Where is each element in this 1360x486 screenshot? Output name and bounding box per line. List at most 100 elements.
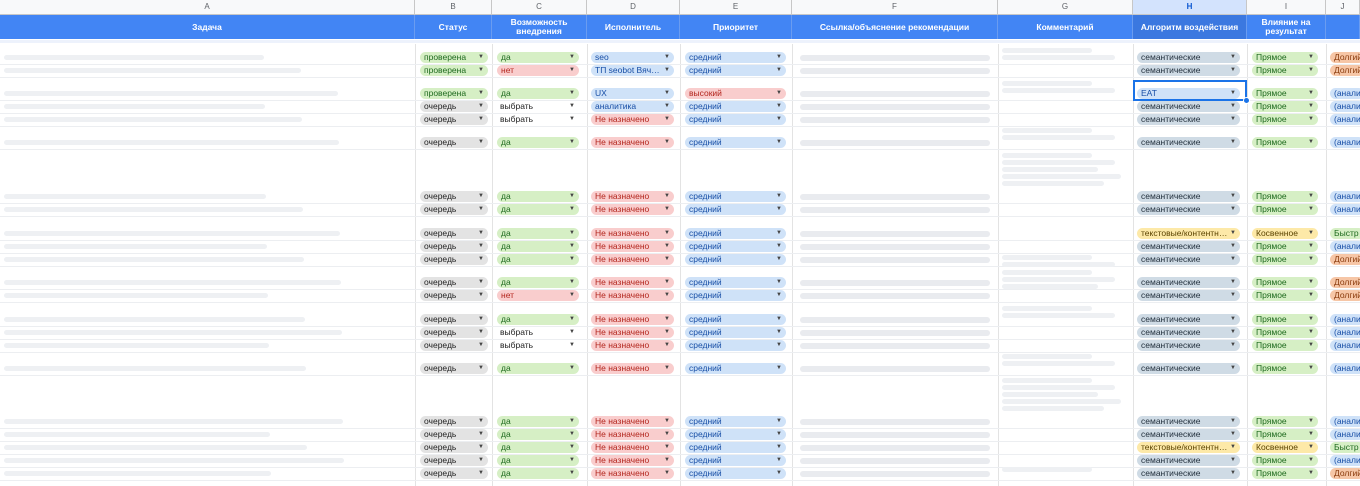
dropdown-chip-h[interactable]: семантические ▼ (1137, 416, 1240, 427)
fill-handle[interactable] (1243, 97, 1250, 104)
dropdown-arrow-icon[interactable]: ▼ (569, 457, 575, 463)
dropdown-arrow-icon[interactable]: ▼ (1230, 230, 1236, 236)
dropdown-chip-j[interactable]: (анали (1330, 88, 1360, 99)
comment-cell-blurred[interactable] (1002, 270, 1092, 275)
task-cell-blurred[interactable] (4, 231, 340, 236)
dropdown-chip-b[interactable]: очередь ▼ (420, 254, 488, 265)
dropdown-arrow-icon[interactable]: ▼ (1230, 292, 1236, 298)
link-cell-blurred[interactable] (800, 244, 990, 250)
dropdown-chip-j[interactable]: (анали (1330, 429, 1360, 440)
dropdown-chip-e[interactable]: средний ▼ (685, 191, 786, 202)
column-letter-f[interactable]: F (792, 0, 998, 14)
dropdown-arrow-icon[interactable]: ▼ (569, 342, 575, 348)
dropdown-arrow-icon[interactable]: ▼ (1230, 342, 1236, 348)
dropdown-arrow-icon[interactable]: ▼ (1230, 418, 1236, 424)
comment-cell-blurred[interactable] (1002, 181, 1104, 186)
link-cell-blurred[interactable] (800, 366, 990, 372)
dropdown-chip-j[interactable]: Долгий (1330, 52, 1360, 63)
dropdown-chip-c[interactable]: да ▼ (497, 416, 579, 427)
dropdown-chip-b[interactable]: очередь ▼ (420, 114, 488, 125)
dropdown-chip-d[interactable]: аналитика ▼ (591, 101, 674, 112)
task-cell-blurred[interactable] (4, 117, 302, 122)
dropdown-arrow-icon[interactable]: ▼ (776, 116, 782, 122)
dropdown-chip-c[interactable]: да ▼ (497, 314, 579, 325)
dropdown-chip-c[interactable]: да ▼ (497, 88, 579, 99)
dropdown-arrow-icon[interactable]: ▼ (1230, 457, 1236, 463)
dropdown-arrow-icon[interactable]: ▼ (569, 230, 575, 236)
dropdown-arrow-icon[interactable]: ▼ (478, 67, 484, 73)
active-cell-selection[interactable] (1133, 80, 1247, 101)
dropdown-cell-c[interactable]: выбрать ▼ (500, 340, 580, 351)
dropdown-chip-e[interactable]: средний ▼ (685, 442, 786, 453)
dropdown-arrow-icon[interactable]: ▼ (776, 292, 782, 298)
dropdown-chip-e[interactable]: средний ▼ (685, 114, 786, 125)
dropdown-arrow-icon[interactable]: ▼ (1230, 103, 1236, 109)
column-letter-i[interactable]: I (1247, 0, 1326, 14)
dropdown-arrow-icon[interactable]: ▼ (776, 243, 782, 249)
comment-cell-blurred[interactable] (1002, 167, 1098, 172)
dropdown-arrow-icon[interactable]: ▼ (1308, 139, 1314, 145)
dropdown-chip-c[interactable]: да ▼ (497, 429, 579, 440)
task-cell-blurred[interactable] (4, 458, 344, 463)
dropdown-arrow-icon[interactable]: ▼ (1230, 256, 1236, 262)
dropdown-arrow-icon[interactable]: ▼ (478, 279, 484, 285)
dropdown-chip-d[interactable]: Не назначено ▼ (591, 327, 674, 338)
dropdown-chip-i[interactable]: Прямое ▼ (1252, 65, 1318, 76)
dropdown-chip-h[interactable]: EAT ▼ (1137, 88, 1240, 99)
dropdown-chip-e[interactable]: средний ▼ (685, 254, 786, 265)
dropdown-chip-c[interactable]: да ▼ (497, 228, 579, 239)
dropdown-arrow-icon[interactable]: ▼ (776, 206, 782, 212)
dropdown-chip-b[interactable]: очередь ▼ (420, 416, 488, 427)
dropdown-chip-c[interactable]: да ▼ (497, 442, 579, 453)
dropdown-arrow-icon[interactable]: ▼ (1308, 457, 1314, 463)
dropdown-chip-i[interactable]: Прямое ▼ (1252, 88, 1318, 99)
dropdown-arrow-icon[interactable]: ▼ (569, 316, 575, 322)
dropdown-arrow-icon[interactable]: ▼ (1230, 193, 1236, 199)
dropdown-arrow-icon[interactable]: ▼ (1230, 90, 1236, 96)
dropdown-chip-h[interactable]: семантические ▼ (1137, 52, 1240, 63)
link-cell-blurred[interactable] (800, 317, 990, 323)
task-cell-blurred[interactable] (4, 104, 265, 109)
dropdown-chip-i[interactable]: Косвенное ▼ (1252, 442, 1318, 453)
dropdown-chip-h[interactable]: семантические ▼ (1137, 241, 1240, 252)
link-cell-blurred[interactable] (800, 140, 990, 146)
dropdown-arrow-icon[interactable]: ▼ (569, 470, 575, 476)
dropdown-chip-e[interactable]: средний ▼ (685, 327, 786, 338)
column-letter-e[interactable]: E (680, 0, 792, 14)
dropdown-arrow-icon[interactable]: ▼ (776, 279, 782, 285)
dropdown-arrow-icon[interactable]: ▼ (664, 431, 670, 437)
link-cell-blurred[interactable] (800, 68, 990, 74)
dropdown-chip-d[interactable]: Не назначено ▼ (591, 204, 674, 215)
column-letter-a[interactable]: A (0, 0, 415, 14)
dropdown-arrow-icon[interactable]: ▼ (1308, 470, 1314, 476)
task-cell-blurred[interactable] (4, 257, 304, 262)
dropdown-arrow-icon[interactable]: ▼ (776, 418, 782, 424)
header-cell-h[interactable]: Алгоритм воздействия (1133, 15, 1247, 39)
dropdown-chip-i[interactable]: Прямое ▼ (1252, 204, 1318, 215)
dropdown-arrow-icon[interactable]: ▼ (1230, 444, 1236, 450)
dropdown-arrow-icon[interactable]: ▼ (1230, 206, 1236, 212)
dropdown-arrow-icon[interactable]: ▼ (478, 457, 484, 463)
link-cell-blurred[interactable] (800, 293, 990, 299)
dropdown-chip-d[interactable]: Не назначено ▼ (591, 416, 674, 427)
comment-cell-blurred[interactable] (1002, 255, 1092, 260)
dropdown-chip-i[interactable]: Прямое ▼ (1252, 241, 1318, 252)
dropdown-chip-b[interactable]: очередь ▼ (420, 314, 488, 325)
link-cell-blurred[interactable] (800, 117, 990, 123)
link-cell-blurred[interactable] (800, 55, 990, 61)
dropdown-chip-h[interactable]: семантические ▼ (1137, 137, 1240, 148)
dropdown-cell-c[interactable]: выбрать ▼ (500, 327, 580, 338)
dropdown-arrow-icon[interactable]: ▼ (664, 243, 670, 249)
dropdown-chip-b[interactable]: очередь ▼ (420, 442, 488, 453)
dropdown-chip-b[interactable]: очередь ▼ (420, 101, 488, 112)
dropdown-arrow-icon[interactable]: ▼ (1230, 54, 1236, 60)
comment-cell-blurred[interactable] (1002, 354, 1092, 359)
link-cell-blurred[interactable] (800, 471, 990, 477)
link-cell-blurred[interactable] (800, 280, 990, 286)
dropdown-chip-h[interactable]: текстовые/контентн… ▼ (1137, 228, 1240, 239)
dropdown-arrow-icon[interactable]: ▼ (569, 256, 575, 262)
comment-cell-blurred[interactable] (1002, 406, 1104, 411)
dropdown-chip-e[interactable]: средний ▼ (685, 416, 786, 427)
dropdown-arrow-icon[interactable]: ▼ (664, 90, 670, 96)
